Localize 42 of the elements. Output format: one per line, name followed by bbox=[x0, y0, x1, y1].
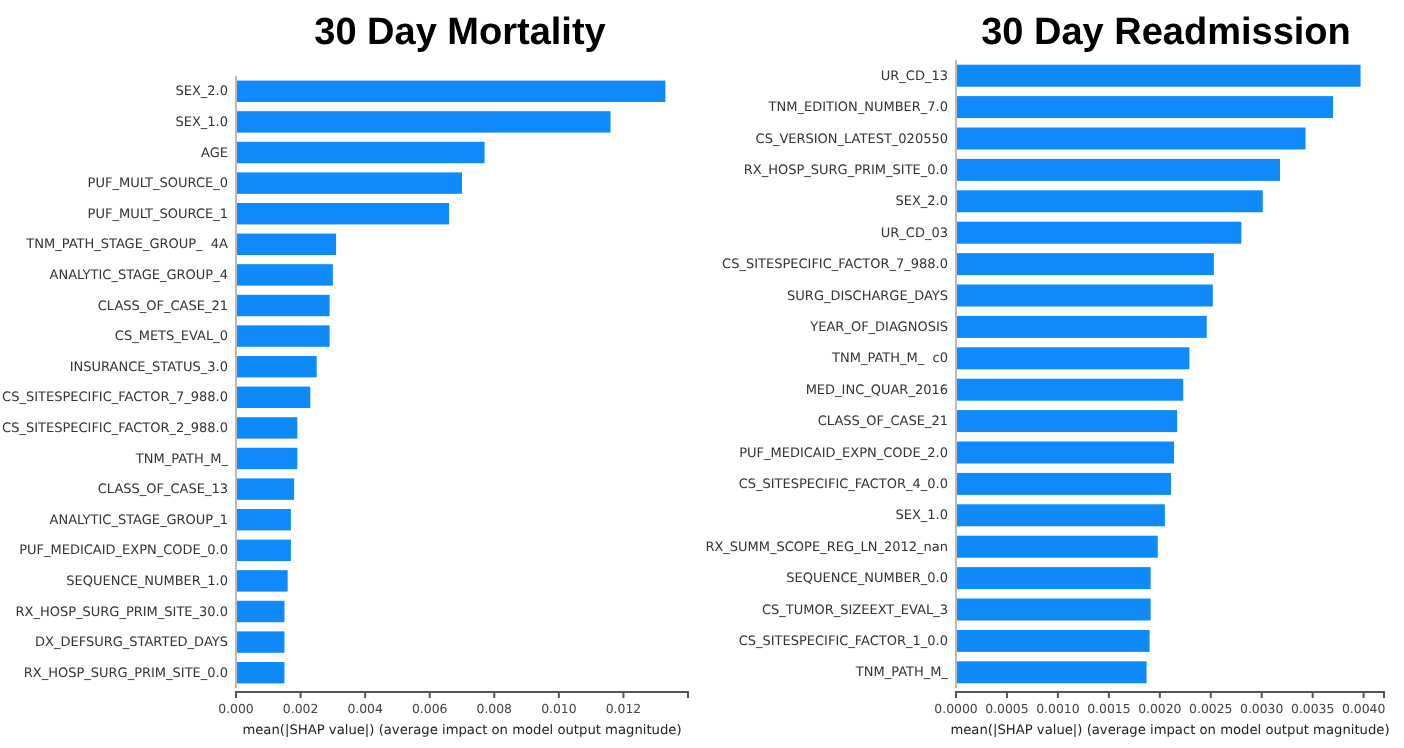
chart-title: 30 Day Mortality bbox=[314, 12, 607, 54]
bar bbox=[236, 355, 317, 378]
chart-title: 30 Day Readmission bbox=[981, 12, 1351, 54]
bar bbox=[956, 598, 1151, 621]
bar bbox=[956, 567, 1151, 590]
bar bbox=[236, 233, 337, 256]
bar bbox=[956, 661, 1147, 684]
bar bbox=[236, 600, 285, 623]
bar bbox=[956, 221, 1242, 244]
bar bbox=[956, 190, 1263, 213]
bar bbox=[956, 629, 1150, 652]
bar bbox=[236, 478, 295, 500]
bar bbox=[236, 264, 333, 286]
bar bbox=[956, 378, 1184, 401]
bar bbox=[236, 417, 298, 439]
bar bbox=[236, 202, 450, 225]
bar bbox=[956, 472, 1172, 495]
bar bbox=[956, 441, 1175, 464]
bar bbox=[236, 508, 291, 531]
bar bbox=[236, 631, 285, 653]
bar bbox=[236, 111, 611, 133]
bar bbox=[956, 284, 1213, 307]
bar bbox=[236, 386, 311, 409]
bar bbox=[236, 172, 462, 194]
bar bbox=[956, 535, 1158, 558]
bar bbox=[236, 661, 285, 684]
bar bbox=[956, 96, 1334, 119]
bar bbox=[956, 347, 1190, 370]
bar bbox=[236, 294, 330, 317]
bar bbox=[956, 315, 1207, 338]
bar bbox=[956, 64, 1361, 87]
bar bbox=[236, 325, 330, 347]
bar bbox=[956, 410, 1178, 433]
bar bbox=[236, 570, 288, 592]
bar bbox=[956, 127, 1306, 150]
bar bbox=[956, 158, 1281, 181]
bar bbox=[236, 141, 485, 164]
bar bbox=[236, 539, 291, 562]
bar bbox=[236, 447, 298, 470]
bar bbox=[236, 80, 666, 103]
bar bbox=[956, 253, 1214, 276]
bar bbox=[956, 504, 1165, 527]
